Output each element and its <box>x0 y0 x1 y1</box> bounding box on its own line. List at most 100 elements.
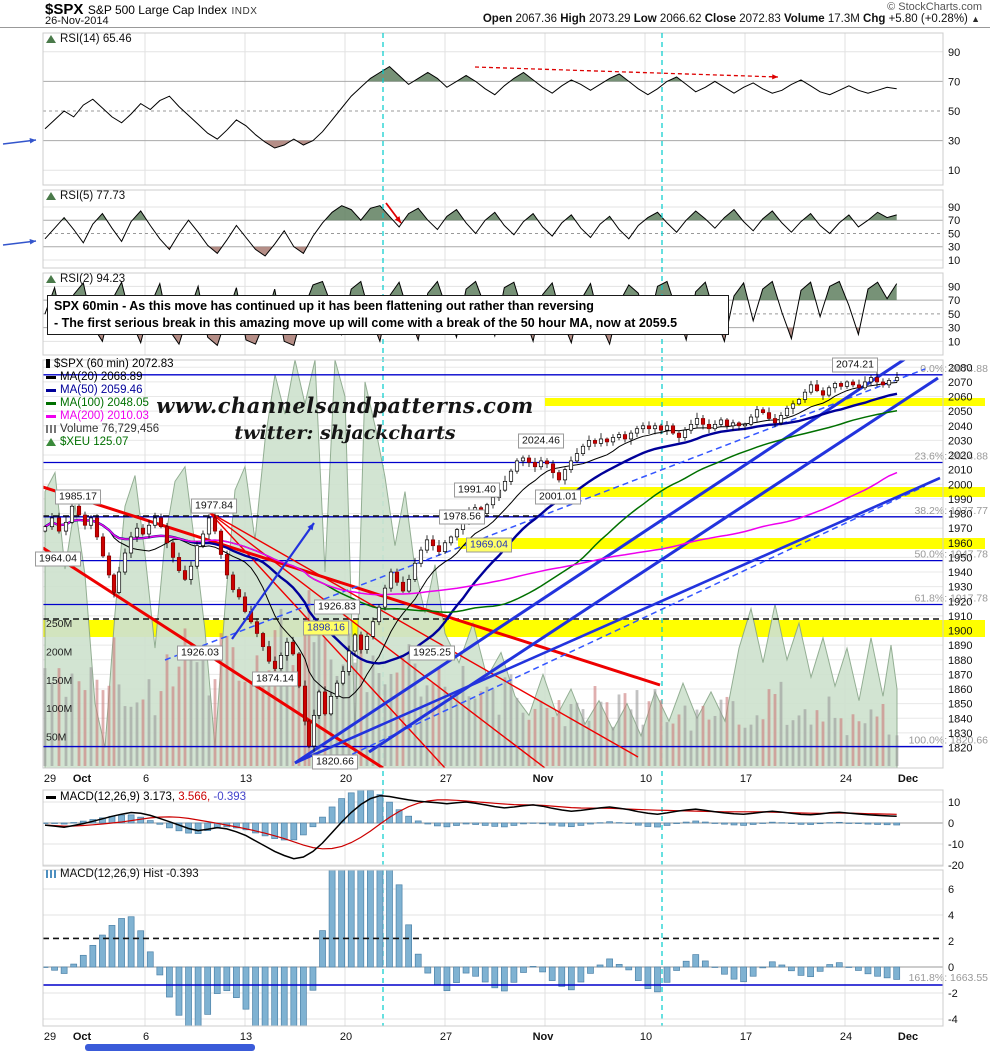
rsi-line <box>44 205 897 257</box>
hist-bar <box>280 822 288 841</box>
candle-body <box>328 695 334 715</box>
volume-bar <box>653 689 657 766</box>
axis-tick-label: 2010 <box>948 465 972 477</box>
volume-tick-label: 150M <box>46 675 72 687</box>
candle-body <box>358 634 364 650</box>
axis-tick-label: 90 <box>948 47 960 59</box>
candle-body <box>592 440 598 444</box>
hist-bar <box>338 870 346 968</box>
volume-bar <box>189 657 193 766</box>
candle-body <box>832 383 838 389</box>
candle-body <box>646 425 652 430</box>
axis-tick-label: -4 <box>948 1014 958 1026</box>
hist-bar <box>194 822 202 834</box>
hist-bar <box>845 966 853 968</box>
legend-label: RSI(2) 94.23 <box>60 273 126 285</box>
volume-bar <box>875 716 879 766</box>
candle-body <box>122 552 128 573</box>
candle-body <box>206 517 212 535</box>
volume-bar <box>101 690 105 766</box>
hist-bar <box>730 822 738 826</box>
bottom-blue-strip[interactable] <box>85 1044 255 1051</box>
hist-bar <box>309 822 317 828</box>
volume-bar <box>255 655 259 766</box>
hist-bar <box>280 966 288 1026</box>
candle-body <box>322 691 328 715</box>
volume-bar <box>895 735 899 766</box>
quote-value: 2066.62 <box>659 13 705 25</box>
date-label: 6 <box>143 773 149 785</box>
macd-hist-legend: MACD(12,26,9) Hist -0.393 <box>46 868 199 881</box>
legend-item: RSI(14) 65.46 <box>46 33 132 46</box>
hist-bar <box>462 966 470 974</box>
volume-bar <box>443 686 447 766</box>
hist-bar <box>156 966 164 976</box>
price-callout: 1926.03 <box>177 645 223 661</box>
candle-body <box>874 377 880 383</box>
candle-body <box>106 555 112 576</box>
candle-body <box>182 570 188 580</box>
axis-tick-label: 1830 <box>948 728 972 740</box>
candle-body <box>514 460 520 472</box>
volume-bar <box>731 701 735 766</box>
candle-body <box>880 381 886 386</box>
hist-bar <box>223 966 231 992</box>
axis-tick-label: 1910 <box>948 611 972 623</box>
date-label: Dec <box>898 1031 918 1043</box>
macd-signal-line <box>44 799 897 850</box>
copyright: © StockCharts.com <box>887 1 982 13</box>
volume-bar <box>413 663 417 766</box>
volume-bar <box>581 709 585 766</box>
date-axis: 29 Oct 6 13 20 27 Nov 10 17 24 Dec <box>44 773 918 785</box>
volume-bar <box>785 724 789 766</box>
rsi-overbought-fill <box>565 214 576 221</box>
axis-tick-label: 70 <box>948 76 960 88</box>
rsi-overbought-fill <box>802 213 816 221</box>
volume-bar <box>521 712 525 766</box>
hist-bar <box>328 870 336 968</box>
hist-bar <box>271 822 279 839</box>
rsi-overbought-fill <box>367 66 406 82</box>
volume-bar <box>803 709 807 766</box>
axis-tick-label: 2020 <box>948 450 972 462</box>
hist-bar <box>874 966 881 977</box>
price-legend: $SPX (60 min) 2072.83 MA(20) 2068.89 MA(50… <box>46 358 174 449</box>
hist-bar <box>701 821 709 824</box>
volume-bar <box>617 694 621 766</box>
candle-body <box>212 517 218 532</box>
volume-bar <box>431 682 435 766</box>
axis-tick-label: 1990 <box>948 494 972 506</box>
hist-bar <box>539 966 546 973</box>
hist-bar <box>376 794 384 824</box>
candle-body <box>850 381 856 386</box>
rsi2-border <box>42 272 944 356</box>
rsi-overbought-fill <box>686 211 707 221</box>
candle-body <box>736 422 742 427</box>
rsi-oversold-fill <box>787 327 794 339</box>
axis-tick-label: 70 <box>948 295 960 307</box>
legend-item: MA(50) 2059.46 <box>46 384 174 397</box>
volume-bar <box>383 684 387 766</box>
axis-tick-label: 2060 <box>948 392 972 404</box>
hist-bar <box>625 966 633 971</box>
candle-body <box>400 581 406 592</box>
hist-bar <box>587 966 594 974</box>
hist-bar <box>481 966 489 983</box>
legend-label: MA(200) 2010.03 <box>60 410 149 422</box>
volume-bar <box>827 696 831 766</box>
hist-bar <box>491 822 499 827</box>
price-callout: 1874.14 <box>252 671 298 687</box>
candle-body <box>224 554 230 576</box>
volume-bar <box>539 700 543 766</box>
hist-bar <box>414 953 422 968</box>
hist-bar <box>797 966 805 976</box>
hist-bar <box>606 821 613 824</box>
volume-bar <box>291 665 295 766</box>
axis-tick-label: 0 <box>948 818 954 830</box>
candle-body <box>604 438 610 443</box>
candle-body <box>242 596 248 612</box>
blue-trendline <box>294 476 941 765</box>
volume-bar <box>761 719 765 766</box>
volume-bar <box>623 693 627 766</box>
symbol: $SPX <box>45 1 84 18</box>
